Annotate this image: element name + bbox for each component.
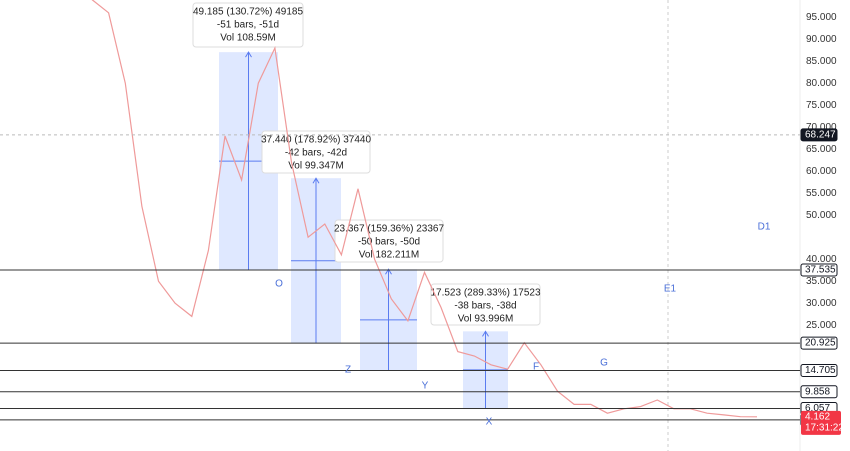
y-tick-label: 55.000	[806, 188, 837, 199]
level-label-box	[800, 336, 838, 350]
last-price: 4.162	[805, 411, 830, 422]
arrow-head	[482, 330, 489, 337]
measure-label: Vol 93.996M	[458, 314, 514, 325]
countdown: 17:31:22	[805, 422, 844, 433]
measure-label: -50 bars, -50d	[358, 237, 420, 248]
wave-label: O	[275, 279, 283, 290]
measure-label: 37.440 (178.92%) 37440	[261, 135, 372, 146]
y-tick-label: 60.000	[806, 166, 837, 177]
wave-label: X	[486, 417, 493, 428]
level-label-box	[800, 263, 838, 277]
y-tick-label: 90.000	[806, 34, 837, 45]
y-tick-label: 95.000	[806, 12, 837, 23]
arrow-head	[312, 177, 320, 184]
wave-label: F	[533, 362, 539, 373]
y-tick-label: 25.000	[806, 320, 837, 331]
level-label-box	[800, 385, 838, 399]
last-price-box	[801, 410, 841, 435]
level-label-box	[800, 128, 838, 142]
measure-label: Vol 99.347M	[288, 161, 344, 172]
measure-label: -42 bars, -42d	[285, 148, 347, 159]
level-label: 68.247	[805, 130, 836, 141]
y-tick-label: 50.000	[806, 210, 837, 221]
measure-label: Vol 108.59M	[220, 33, 276, 44]
level-label: 37.535	[805, 265, 836, 276]
measure-label-box	[430, 283, 541, 326]
price-line	[91, 0, 758, 418]
y-tick-label: 70.000	[806, 122, 837, 133]
y-tick-label: 30.000	[806, 298, 837, 309]
level-label: 14.705	[805, 365, 836, 376]
measure-label: 49.185 (130.72%) 49185	[193, 7, 304, 18]
measure-label: -38 bars, -38d	[454, 301, 516, 312]
y-tick-label: 35.000	[806, 276, 837, 287]
wave-label: Z	[345, 365, 351, 376]
arrow-head	[385, 268, 392, 275]
level-label: 20.925	[805, 338, 836, 349]
y-tick-label: 75.000	[806, 100, 837, 111]
measure-label: 23.367 (159.36%) 23367	[334, 224, 445, 235]
y-tick-label: 65.000	[806, 144, 837, 155]
wave-label: Y	[422, 381, 429, 392]
wave-label: D1	[758, 222, 771, 233]
measure-label: -51 bars, -51d	[217, 20, 279, 31]
measure-label: 17.523 (289.33%) 17523	[430, 288, 541, 299]
y-tick-label: 85.000	[806, 56, 837, 67]
level-label: 9.858	[805, 386, 830, 397]
measure-label: Vol 182.211M	[359, 250, 419, 261]
arrow-head	[245, 51, 252, 58]
y-tick-label: 40.000	[806, 254, 837, 265]
y-tick-label: 80.000	[806, 78, 837, 89]
measure-label-box	[192, 2, 304, 48]
wave-label: E1	[664, 284, 677, 295]
level-label: 6.057	[805, 403, 830, 414]
measure-label-box	[334, 219, 444, 263]
wave-label: G	[600, 358, 608, 369]
level-label-box	[800, 363, 838, 377]
